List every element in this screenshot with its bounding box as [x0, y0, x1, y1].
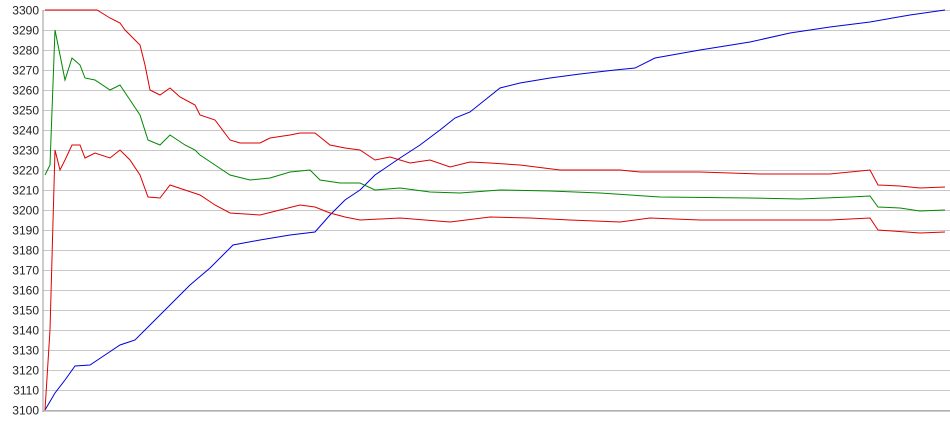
y-tick-label: 3220 — [12, 164, 39, 178]
series-line-2 — [44, 29, 946, 212]
y-tick-label: 3190 — [12, 224, 39, 238]
y-tick-label: 3240 — [12, 124, 39, 138]
series-line-3 — [44, 144, 946, 411]
y-tick-label: 3130 — [12, 344, 39, 358]
y-tick-label: 3180 — [12, 244, 39, 258]
y-tick-label: 3120 — [12, 364, 39, 378]
y-tick-label: 3160 — [12, 284, 39, 298]
y-tick-label: 3290 — [12, 24, 39, 38]
y-tick-label: 3280 — [12, 44, 39, 58]
y-tick-label: 3260 — [12, 84, 39, 98]
y-tick-label: 3110 — [13, 384, 39, 398]
gridlines — [43, 10, 950, 411]
y-tick-label: 3150 — [12, 304, 39, 318]
series-line-1 — [45, 9, 946, 189]
series-lines — [44, 9, 946, 411]
series-line-0 — [44, 9, 946, 411]
y-tick-label: 3250 — [12, 104, 39, 118]
y-tick-label: 3230 — [12, 144, 39, 158]
y-tick-label: 3270 — [12, 64, 39, 78]
y-tick-label: 3300 — [12, 4, 39, 18]
y-tick-label: 3200 — [12, 204, 39, 218]
y-tick-label: 3210 — [12, 184, 39, 198]
y-tick-label: 3100 — [12, 404, 39, 418]
y-tick-label: 3170 — [12, 264, 39, 278]
y-axis-tick-labels: 3100 3110 3120 3130 3140 3150 3160 3170 3180 3190… — [12, 4, 39, 418]
y-tick-label: 3140 — [12, 324, 39, 338]
